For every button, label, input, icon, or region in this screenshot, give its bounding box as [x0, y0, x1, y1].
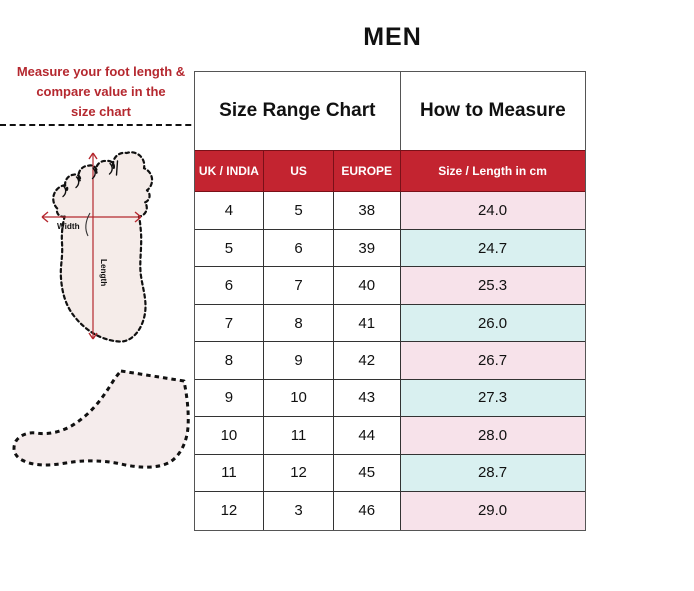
svg-text:Width: Width [57, 222, 80, 231]
svg-text:Length: Length [99, 259, 108, 286]
